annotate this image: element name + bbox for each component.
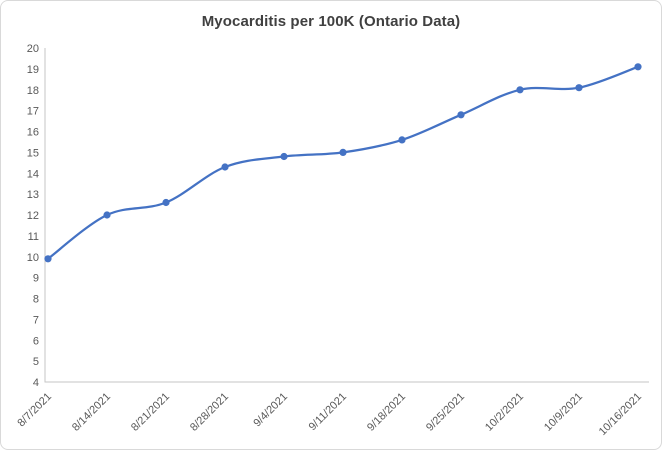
- x-tick-label: 8/21/2021: [129, 391, 172, 434]
- x-tick-label: 9/4/2021: [251, 391, 290, 430]
- x-tick-label: 9/11/2021: [307, 391, 350, 434]
- data-point-marker: [398, 136, 406, 144]
- data-point-marker: [516, 86, 524, 94]
- y-tick-label: 19: [27, 64, 39, 76]
- x-tick-label: 10/16/2021: [597, 391, 644, 438]
- series-line: [46, 65, 640, 260]
- y-tick-label: 9: [33, 273, 39, 285]
- y-tick-label: 11: [28, 231, 39, 243]
- data-point-marker: [44, 255, 52, 263]
- x-tick-label: 10/9/2021: [542, 391, 585, 434]
- y-tick-label: 13: [27, 189, 39, 201]
- y-tick-label: 14: [27, 168, 39, 180]
- x-tick-label: 9/25/2021: [424, 391, 467, 434]
- data-point-marker: [221, 163, 229, 171]
- y-tick-label: 6: [33, 335, 39, 347]
- y-tick-label: 15: [27, 147, 39, 159]
- axis-lines: [44, 48, 649, 383]
- data-point-marker: [162, 198, 170, 207]
- data-point-marker: [634, 63, 642, 71]
- y-tick-label: 7: [33, 314, 39, 326]
- y-tick-label: 18: [27, 85, 39, 97]
- y-tick-label: 5: [33, 356, 39, 368]
- data-point-marker: [575, 84, 583, 92]
- y-tick-label: 17: [27, 106, 39, 118]
- x-tick-label: 8/28/2021: [188, 391, 231, 434]
- y-tick-label: 10: [27, 252, 39, 264]
- x-tick-label: 8/7/2021: [15, 391, 54, 430]
- data-point-marker: [339, 148, 347, 156]
- y-tick-label: 4: [33, 377, 39, 389]
- x-tick-label: 9/18/2021: [365, 391, 408, 434]
- x-tick-label: 8/14/2021: [70, 391, 113, 434]
- y-tick-label: 8: [33, 294, 39, 306]
- chart-title: Myocarditis per 100K (Ontario Data): [201, 13, 461, 30]
- x-tick-label: 10/2/2021: [483, 391, 526, 434]
- y-tick-label: 12: [27, 210, 39, 222]
- y-tick-label: 20: [27, 43, 39, 55]
- data-point-marker: [280, 152, 288, 161]
- data-point-marker: [457, 111, 465, 119]
- data-point-marker: [103, 211, 111, 219]
- y-tick-label: 16: [27, 127, 39, 139]
